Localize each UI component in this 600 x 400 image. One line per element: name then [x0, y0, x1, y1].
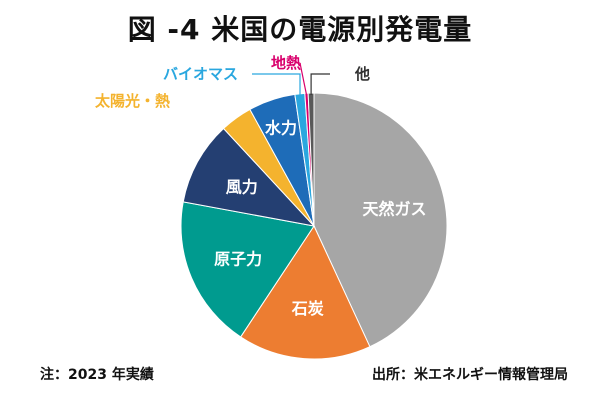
chart-title: 図 -4 米国の電源別発電量: [127, 13, 473, 46]
slice-label-0: 天然ガス: [362, 199, 426, 218]
leader-line-7: [299, 62, 308, 96]
slice-label-2: 原子力: [214, 249, 262, 268]
source-note: 出所：米エネルギー情報管理局: [372, 367, 568, 383]
leader-lines: [252, 62, 330, 96]
slice-label-4: 太陽光・熱: [95, 92, 170, 110]
footnote: 注：2023 年実績: [40, 367, 154, 383]
pie-slice-0: [313, 92, 448, 348]
pie-slice-2: [180, 201, 315, 338]
pie-slice-1: [239, 224, 371, 360]
slice-label-1: 石炭: [291, 299, 324, 318]
slice-label-8: 他: [354, 65, 370, 83]
slice-label-3: 風力: [226, 177, 258, 196]
leader-line-6: [252, 73, 301, 96]
pie-slices: [180, 92, 448, 360]
leader-line-8: [310, 73, 330, 95]
pie-slice-3: [182, 127, 316, 227]
slice-label-5: 水力: [265, 119, 297, 138]
slice-label-7: 地熱: [271, 54, 301, 72]
slice-label-6: バイオマス: [163, 65, 238, 83]
